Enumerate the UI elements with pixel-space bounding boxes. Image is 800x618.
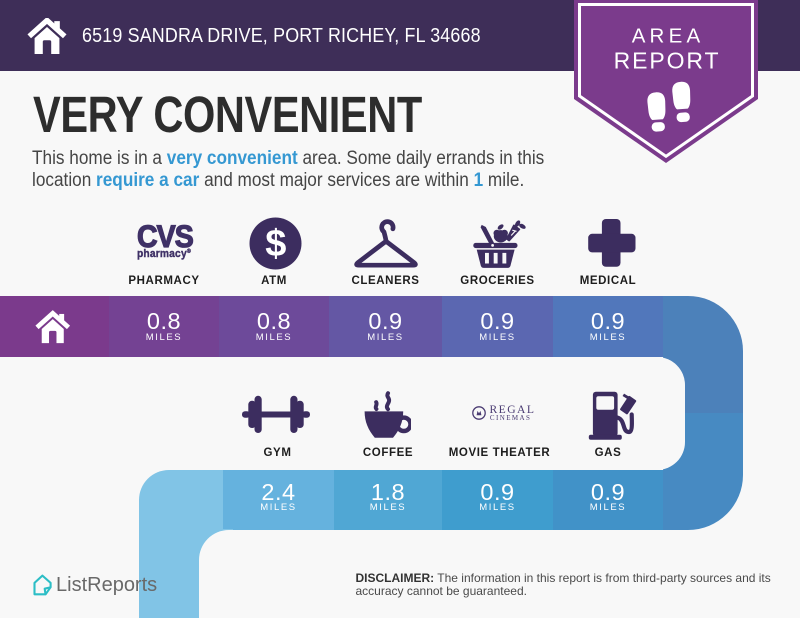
svg-text:REPORT: REPORT xyxy=(614,47,721,73)
svg-text:$: $ xyxy=(265,223,286,265)
svg-text:AREA: AREA xyxy=(632,25,705,48)
